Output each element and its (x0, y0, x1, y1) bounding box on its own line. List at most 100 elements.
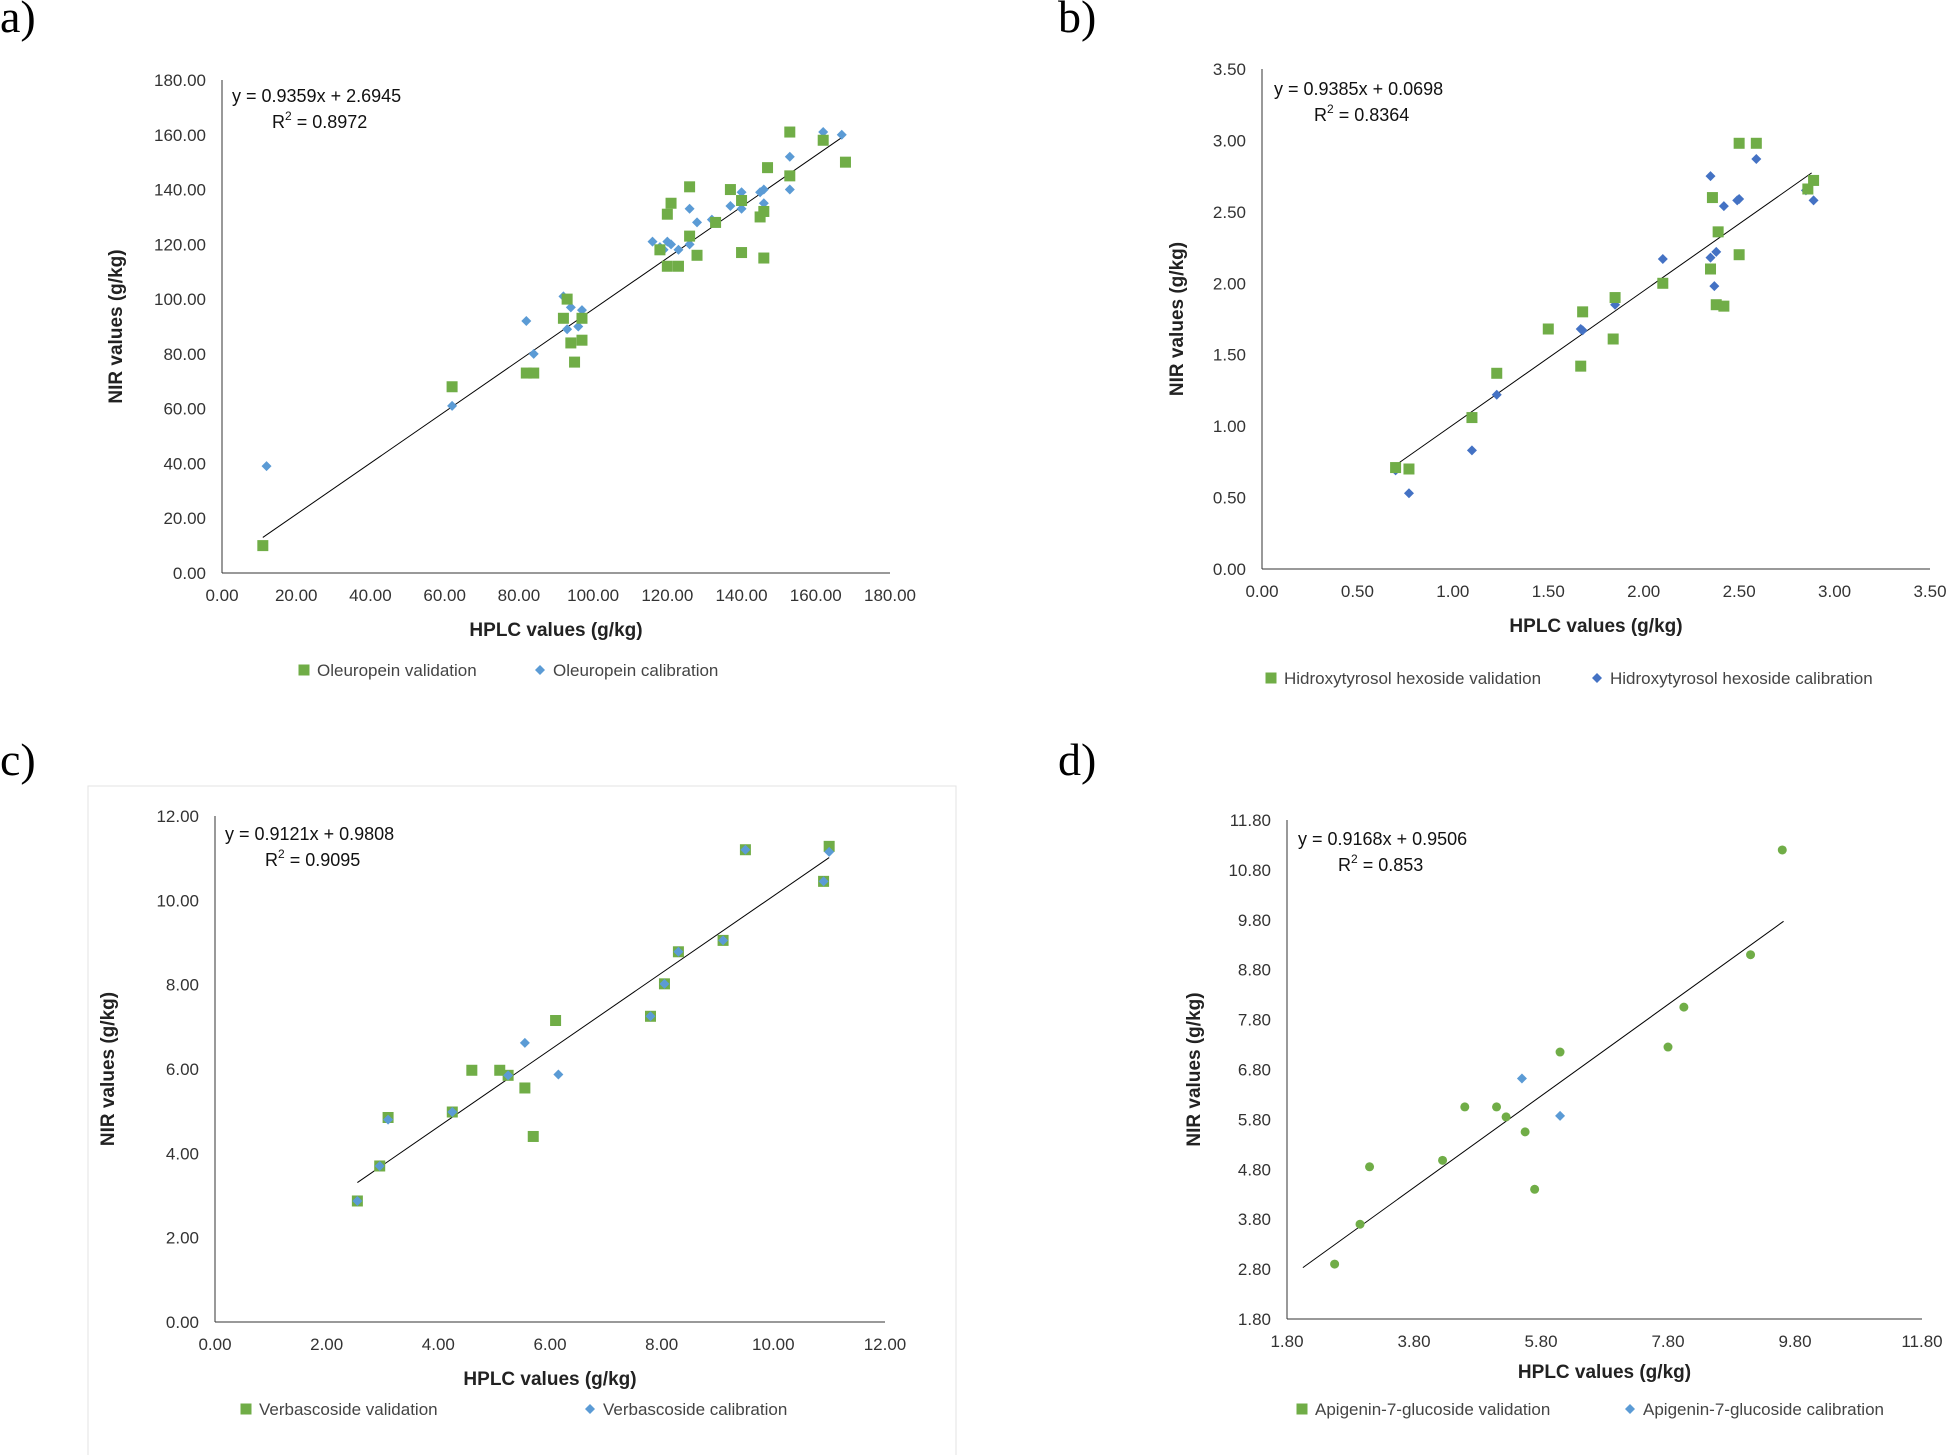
legend-calibration-marker (585, 1404, 595, 1414)
calibration-point (1403, 488, 1414, 499)
x-tick-label: 20.00 (275, 586, 318, 605)
validation-point (1802, 183, 1814, 195)
legend-validation-marker (240, 1403, 252, 1415)
y-tick-label: 160.00 (154, 126, 206, 145)
panel-letter: a) (0, 0, 36, 42)
calibration-point (758, 184, 769, 195)
x-tick-label: 2.00 (310, 1335, 343, 1354)
trendline (262, 137, 843, 538)
validation-point (527, 1130, 539, 1142)
calibration-point (666, 239, 677, 250)
legend-validation-marker (1265, 672, 1277, 684)
calibration-point (573, 321, 584, 332)
validation-point (1520, 1127, 1530, 1137)
validation-point (1679, 1002, 1689, 1012)
y-tick-label: 60.00 (163, 400, 206, 419)
panel-letter: d) (1058, 734, 1096, 785)
validation-point (1390, 462, 1402, 474)
validation-point (665, 197, 677, 209)
calibration-point (503, 1070, 514, 1081)
y-tick-label: 180.00 (154, 71, 206, 90)
x-tick-label: 3.00 (1818, 582, 1851, 601)
validation-point (684, 230, 696, 242)
y-tick-label: 1.50 (1213, 346, 1246, 365)
calibration-point (519, 1037, 530, 1048)
calibration-point (684, 239, 695, 250)
validation-point (519, 1082, 531, 1094)
calibration-point (784, 184, 795, 195)
x-axis-title: HPLC values (g/kg) (469, 620, 642, 641)
calibration-point (824, 846, 835, 857)
y-axis-title: NIR values (g/kg) (98, 992, 119, 1146)
y-tick-label: 0.00 (1213, 560, 1246, 579)
legend-validation-marker (1296, 1403, 1308, 1415)
calibration-point (1711, 246, 1722, 257)
x-tick-label: 12.00 (864, 1335, 907, 1354)
validation-point (839, 156, 851, 168)
validation-point (1706, 192, 1718, 204)
y-tick-label: 1.00 (1213, 417, 1246, 436)
x-tick-label: 140.00 (716, 586, 768, 605)
validation-point (817, 134, 829, 146)
calibration-point (1657, 254, 1668, 264)
panel-a: a) 0.00 20.00 40.00 60.00 80.00 100.00 120.00 14… (0, 0, 916, 680)
calibration-point (1555, 1110, 1566, 1121)
validation-point (1355, 1219, 1365, 1229)
regression-equation: y = 0.9385x + 0.0698 (1274, 79, 1443, 99)
validation-point (736, 247, 748, 259)
calibration-point (1705, 252, 1716, 263)
y-tick-label: 11.80 (1230, 811, 1271, 830)
validation-point (1746, 950, 1756, 960)
x-tick-label: 1.00 (1436, 582, 1469, 601)
validation-point (724, 184, 736, 196)
x-tick-label: 0.00 (205, 586, 238, 605)
r-squared: R2 = 0.8364 (1314, 102, 1409, 125)
legend-calibration-marker (1625, 1404, 1635, 1414)
validation-point (257, 540, 269, 552)
x-tick-label: 10.00 (752, 1335, 795, 1354)
x-tick-label: 11.80 (1901, 1332, 1942, 1351)
y-tick-label: 9.80 (1238, 911, 1271, 930)
x-tick-label: 2.50 (1723, 582, 1756, 601)
r-squared: R2 = 0.9095 (265, 847, 360, 870)
y-tick-label: 2.00 (1213, 274, 1246, 293)
x-tick-label: 6.00 (533, 1335, 566, 1354)
x-tick-label: 80.00 (498, 586, 541, 605)
validation-point (654, 244, 666, 256)
x-tick-label: 4.00 (422, 1335, 455, 1354)
validation-point (736, 195, 748, 207)
validation-point (1705, 263, 1717, 275)
y-tick-label: 2.50 (1213, 203, 1246, 222)
validation-point (1718, 300, 1730, 312)
y-tick-label: 8.00 (166, 976, 199, 995)
x-tick-label: 0.50 (1341, 582, 1374, 601)
y-tick-label: 1.80 (1238, 1310, 1271, 1329)
validation-point (466, 1064, 478, 1076)
validation-point (672, 260, 684, 272)
x-tick-label: 0.00 (198, 1335, 231, 1354)
panel-c: c) 0.00 2.00 4.00 6.00 8.00 10.00 12.00 0.00 2.00… (0, 734, 957, 1455)
y-tick-label: 20.00 (163, 509, 206, 528)
y-tick-label: 4.80 (1238, 1160, 1271, 1179)
calibration-point (374, 1160, 385, 1171)
y-tick-label: 3.00 (1213, 131, 1246, 150)
calibration-point (718, 935, 729, 946)
y-tick-label: 40.00 (163, 454, 206, 473)
panel-letter: c) (0, 734, 36, 785)
panel-letter: b) (1058, 0, 1096, 42)
calibration-point (684, 203, 695, 214)
validation-point (1733, 137, 1745, 149)
calibration-point (818, 876, 829, 887)
calibration-point (836, 129, 847, 140)
legend-calibration-label: Hidroxytyrosol hexoside calibration (1610, 669, 1873, 688)
calibration-point (1491, 389, 1502, 400)
x-tick-label: 120.00 (641, 586, 693, 605)
calibration-point (647, 236, 658, 247)
legend-validation-label: Apigenin-7-glucoside validation (1315, 1400, 1550, 1419)
x-axis-title: HPLC values (g/kg) (1509, 616, 1682, 637)
validation-point (557, 312, 569, 324)
legend-calibration-label: Apigenin-7-glucoside calibration (1643, 1400, 1884, 1419)
calibration-point (673, 946, 684, 957)
calibration-point (447, 1107, 458, 1118)
